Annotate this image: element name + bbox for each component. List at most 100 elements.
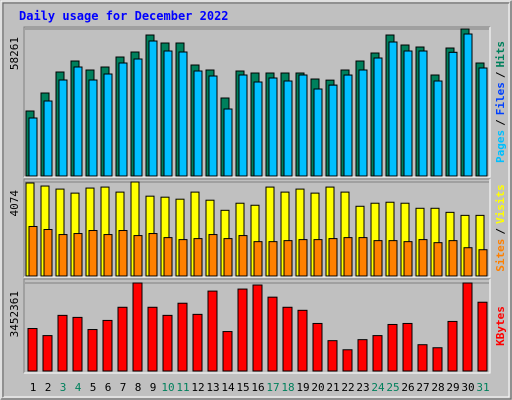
bar — [103, 73, 113, 177]
bar — [163, 50, 173, 177]
bar — [178, 51, 188, 177]
bar — [207, 290, 218, 372]
x-tick-label: 31 — [476, 381, 489, 394]
bar — [343, 74, 353, 177]
bar — [148, 233, 158, 277]
bar — [58, 79, 68, 177]
bar — [387, 323, 398, 372]
x-tick-label: 9 — [150, 381, 157, 394]
x-tick-label: 10 — [161, 381, 174, 394]
bar — [373, 57, 383, 177]
panel-bevel — [24, 179, 491, 278]
legend-separator: / — [494, 71, 507, 78]
legend-entry: Visits — [494, 184, 507, 224]
bar — [433, 80, 443, 177]
panel-bevel — [23, 26, 490, 177]
bar — [313, 239, 323, 277]
bar — [282, 306, 293, 372]
bar — [193, 70, 203, 177]
bevel — [3, 3, 510, 398]
bar — [88, 230, 98, 277]
bar — [238, 235, 248, 277]
x-tick-label: 28 — [431, 381, 444, 394]
bar — [477, 301, 488, 372]
chart-title: Daily usage for December 2022 — [19, 9, 229, 23]
bar — [478, 67, 488, 177]
bar — [72, 316, 83, 372]
legend: Sites / Visits — [494, 184, 507, 272]
bar — [222, 331, 233, 372]
bar — [417, 344, 428, 372]
bar — [403, 50, 413, 177]
bar — [448, 51, 458, 177]
legend-separator: / — [494, 119, 507, 126]
x-tick-label: 8 — [135, 381, 142, 394]
bar — [343, 237, 353, 277]
bar — [433, 242, 443, 277]
bar — [238, 74, 248, 177]
legend-entry: KBytes — [494, 306, 507, 346]
bar — [342, 349, 353, 372]
legend: Pages / Files / Hits — [494, 41, 507, 163]
x-tick-label: 23 — [356, 381, 369, 394]
y-tick-label: 4074 — [8, 190, 21, 217]
bar — [418, 50, 428, 177]
x-tick-label: 25 — [386, 381, 399, 394]
bar — [118, 62, 128, 177]
bar — [253, 241, 263, 277]
legend-entry: Pages — [494, 130, 507, 163]
x-tick-label: 6 — [105, 381, 112, 394]
bar — [327, 340, 338, 372]
bar — [148, 40, 158, 177]
x-tick-label: 24 — [371, 381, 385, 394]
bar — [478, 249, 488, 277]
bar — [88, 79, 98, 177]
bar — [267, 296, 278, 372]
bar — [208, 75, 218, 177]
bar — [388, 240, 398, 277]
x-tick-label: 27 — [416, 381, 429, 394]
bar — [298, 74, 308, 177]
bar — [432, 347, 443, 372]
x-tick-label: 21 — [326, 381, 339, 394]
bar — [87, 329, 98, 372]
x-tick-label: 29 — [446, 381, 459, 394]
x-tick-label: 26 — [401, 381, 414, 394]
bar — [237, 288, 248, 372]
bar — [463, 247, 473, 277]
bar — [133, 58, 143, 177]
x-tick-label: 14 — [221, 381, 235, 394]
x-tick-label: 4 — [75, 381, 82, 394]
bar — [253, 81, 263, 177]
bar — [102, 319, 113, 372]
x-tick-label: 13 — [206, 381, 219, 394]
x-tick-label: 15 — [236, 381, 249, 394]
bar — [297, 309, 308, 372]
bar — [328, 84, 338, 177]
bar — [73, 66, 83, 177]
bar — [223, 108, 233, 177]
bar — [28, 117, 38, 177]
bar — [57, 314, 68, 372]
bar — [358, 69, 368, 177]
bar — [462, 282, 473, 372]
x-tick-label: 1 — [30, 381, 37, 394]
bar — [28, 225, 38, 277]
x-tick-label: 30 — [461, 381, 474, 394]
x-tick-label: 3 — [60, 381, 67, 394]
bar — [402, 322, 413, 372]
x-tick-label: 16 — [251, 381, 264, 394]
bar — [178, 239, 188, 277]
x-tick-label: 12 — [191, 381, 204, 394]
bar — [132, 282, 143, 372]
bar — [43, 100, 53, 177]
panel-bevel — [24, 27, 491, 178]
bar — [372, 335, 383, 372]
bar — [162, 314, 173, 372]
x-tick-label: 19 — [296, 381, 309, 394]
legend-entry: Files — [494, 82, 507, 115]
legend-entry: Sites — [494, 239, 507, 272]
bar — [357, 339, 368, 372]
